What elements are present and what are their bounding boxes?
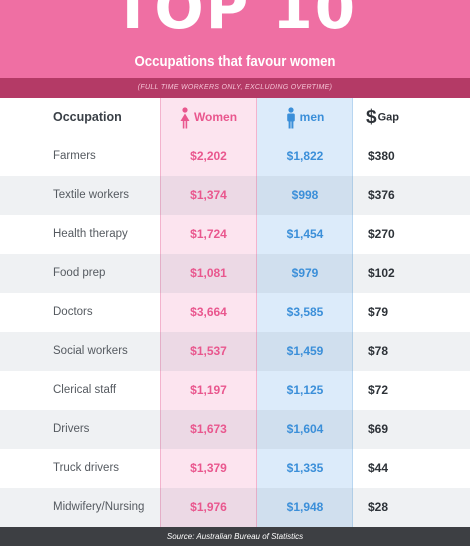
table-row: Clerical staff $1,197 $1,125 $72: [0, 371, 470, 410]
men-wage-cell: $998: [291, 188, 319, 202]
occupation-header: Occupation: [53, 110, 122, 124]
table-row: Social workers $1,537 $1,459 $78: [0, 332, 470, 371]
table-header-row: Occupation Women men $Gap: [0, 98, 470, 137]
men-column-background: [257, 98, 353, 527]
note-band: (FULL TIME WORKERS ONLY, EXCLUDING OVERT…: [0, 78, 470, 98]
table-row: Textile workers $1,374 $998 $376: [0, 176, 470, 215]
women-column-background: [160, 98, 257, 527]
women-wage-cell: $1,374: [190, 188, 227, 202]
source-footer: Source: Australian Bureau of Statistics: [0, 527, 470, 546]
male-figure-icon: [286, 107, 295, 129]
dollar-sign-icon: $: [366, 107, 377, 128]
women-wage-cell: $3,664: [190, 305, 227, 319]
gap-cell: $72: [368, 383, 389, 397]
men-wage-cell: $1,454: [286, 227, 324, 241]
gap-cell: $270: [368, 227, 395, 241]
title-banner: TOP 10 Occupations that favour women: [0, 0, 470, 78]
table-row: Doctors $3,664 $3,585 $79: [0, 293, 470, 332]
gap-header: $Gap: [366, 98, 426, 137]
women-wage-cell: $1,673: [190, 422, 227, 436]
women-wage-cell: $1,537: [190, 344, 227, 358]
occupation-cell: Social workers: [53, 345, 128, 357]
occupation-cell: Health therapy: [53, 228, 128, 240]
gap-cell: $380: [368, 149, 395, 163]
occupation-cell: Clerical staff: [53, 384, 117, 396]
table-row: Health therapy $1,724 $1,454 $270: [0, 215, 470, 254]
gap-header-label: Gap: [377, 111, 399, 124]
gap-cell: $102: [368, 266, 395, 280]
page-title: TOP 10: [112, 0, 358, 42]
table-row: Midwifery/Nursing $1,976 $1,948 $28: [0, 488, 470, 527]
occupation-cell: Textile workers: [53, 189, 130, 201]
women-wage-cell: $1,081: [190, 266, 227, 280]
wage-table: Occupation Women men $Gap: [0, 98, 470, 527]
men-wage-cell: $1,822: [286, 149, 324, 163]
occupation-cell: Food prep: [53, 267, 106, 279]
gap-cell: $78: [368, 344, 389, 358]
men-wage-cell: $1,459: [286, 344, 324, 358]
gap-cell: $44: [368, 461, 389, 475]
men-wage-cell: $3,585: [286, 305, 324, 319]
occupation-cell: Doctors: [53, 306, 93, 318]
gap-cell: $79: [368, 305, 389, 319]
men-wage-cell: $1,948: [286, 500, 324, 514]
gap-cell: $69: [368, 422, 389, 436]
men-wage-cell: $1,604: [286, 422, 324, 436]
men-wage-cell: $979: [291, 266, 319, 280]
women-wage-cell: $1,379: [190, 461, 227, 475]
women-wage-cell: $2,202: [190, 149, 227, 163]
men-header-label: men: [299, 110, 325, 124]
occupation-cell: Drivers: [53, 423, 90, 435]
men-wage-cell: $1,125: [286, 383, 324, 397]
men-wage-cell: $1,335: [286, 461, 324, 475]
table-row: Farmers $2,202 $1,822 $380: [0, 137, 470, 176]
female-figure-icon: [180, 107, 190, 129]
table-row: Food prep $1,081 $979 $102: [0, 254, 470, 293]
gap-cell: $28: [368, 500, 389, 514]
gap-cell: $376: [368, 188, 395, 202]
women-wage-cell: $1,724: [190, 227, 227, 241]
occupation-cell: Farmers: [53, 150, 96, 162]
men-header: men: [257, 98, 353, 137]
page-subtitle: Occupations that favour women: [134, 53, 336, 70]
table-row: Truck drivers $1,379 $1,335 $44: [0, 449, 470, 488]
women-wage-cell: $1,197: [190, 383, 227, 397]
women-header-label: Women: [193, 110, 238, 124]
occupation-cell: Truck drivers: [53, 462, 120, 474]
women-wage-cell: $1,976: [190, 500, 227, 514]
occupation-cell: Midwifery/Nursing: [53, 501, 145, 513]
table-row: Drivers $1,673 $1,604 $69: [0, 410, 470, 449]
women-header: Women: [160, 98, 257, 137]
